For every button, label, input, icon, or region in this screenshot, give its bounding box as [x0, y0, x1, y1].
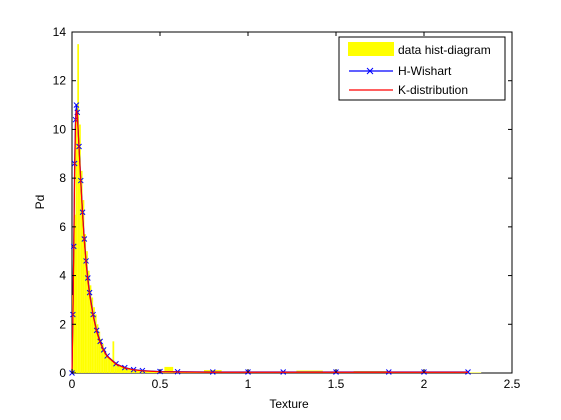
histogram-bar — [86, 251, 88, 373]
histogram-bar — [116, 364, 120, 373]
x-axis-ticks: 0 0.5 1 1.5 2 2.5 — [69, 32, 521, 391]
histogram-bar — [82, 200, 85, 373]
histogram-bar — [110, 360, 113, 373]
y-tick-label: 12 — [53, 74, 67, 88]
histogram-bar — [87, 270, 90, 373]
legend-swatch-h-wishart-marker — [366, 67, 374, 75]
histogram-bar — [79, 124, 81, 373]
x-tick-label: 2.5 — [504, 377, 521, 391]
histogram-bar — [112, 341, 115, 373]
legend-label-k-distribution: K-distribution — [398, 83, 468, 97]
x-tick-label: 0.5 — [152, 377, 169, 391]
x-axis-label: Texture — [269, 397, 309, 411]
histogram-bar — [164, 366, 174, 373]
y-axis-label: Pd — [33, 195, 47, 210]
histogram-bar — [146, 371, 156, 373]
histogram-bar — [93, 307, 95, 373]
histogram-bar — [75, 117, 78, 373]
histogram-bar — [105, 353, 108, 373]
histogram-bar — [96, 324, 99, 373]
histogram-bar — [114, 362, 117, 373]
histogram-bar — [103, 348, 106, 373]
histogram-bar — [80, 170, 83, 373]
legend-swatch-histogram — [348, 42, 394, 56]
y-tick-label: 10 — [53, 122, 67, 136]
y-tick-label: 0 — [59, 366, 66, 380]
x-tick-label: 1 — [245, 377, 252, 391]
k-distribution-line — [71, 109, 468, 374]
histogram-bar — [123, 366, 127, 373]
histogram-bar — [94, 314, 97, 373]
histogram-bar — [77, 44, 80, 374]
histogram-bar — [98, 331, 101, 373]
y-tick-label: 6 — [59, 220, 66, 234]
legend-entry-h-wishart: H-Wishart — [349, 64, 452, 78]
x-tick-label: 2 — [421, 377, 428, 391]
histogram-bar — [100, 338, 102, 373]
histogram-bar — [101, 343, 104, 373]
legend-entry-data-hist-diagram: data hist-diagram — [348, 42, 491, 57]
histogram-bar — [91, 297, 94, 373]
y-tick-label: 2 — [59, 317, 66, 331]
histogram-bar — [84, 234, 87, 373]
legend: data hist-diagram H-Wishart K-distributi… — [338, 36, 506, 101]
legend-entry-k-distribution: K-distribution — [349, 83, 468, 97]
legend-label-histogram: data hist-diagram — [398, 43, 491, 57]
histogram-bar — [126, 368, 131, 373]
x-tick-label: 1.5 — [328, 377, 345, 391]
x-tick-label: 0 — [69, 377, 76, 391]
histogram-bar — [89, 285, 92, 373]
y-axis-ticks: 0 2 4 6 8 10 12 14 — [53, 25, 512, 380]
legend-label-h-wishart: H-Wishart — [398, 64, 452, 78]
histogram-bar — [119, 365, 124, 373]
histogram-bar — [107, 355, 109, 373]
y-tick-label: 8 — [59, 171, 66, 185]
histogram-bar — [108, 358, 111, 373]
histogram-bar — [137, 370, 141, 373]
y-tick-label: 4 — [59, 269, 66, 283]
histogram-bar — [73, 214, 76, 373]
h-wishart-marker — [73, 102, 80, 108]
y-tick-label: 14 — [53, 25, 67, 39]
